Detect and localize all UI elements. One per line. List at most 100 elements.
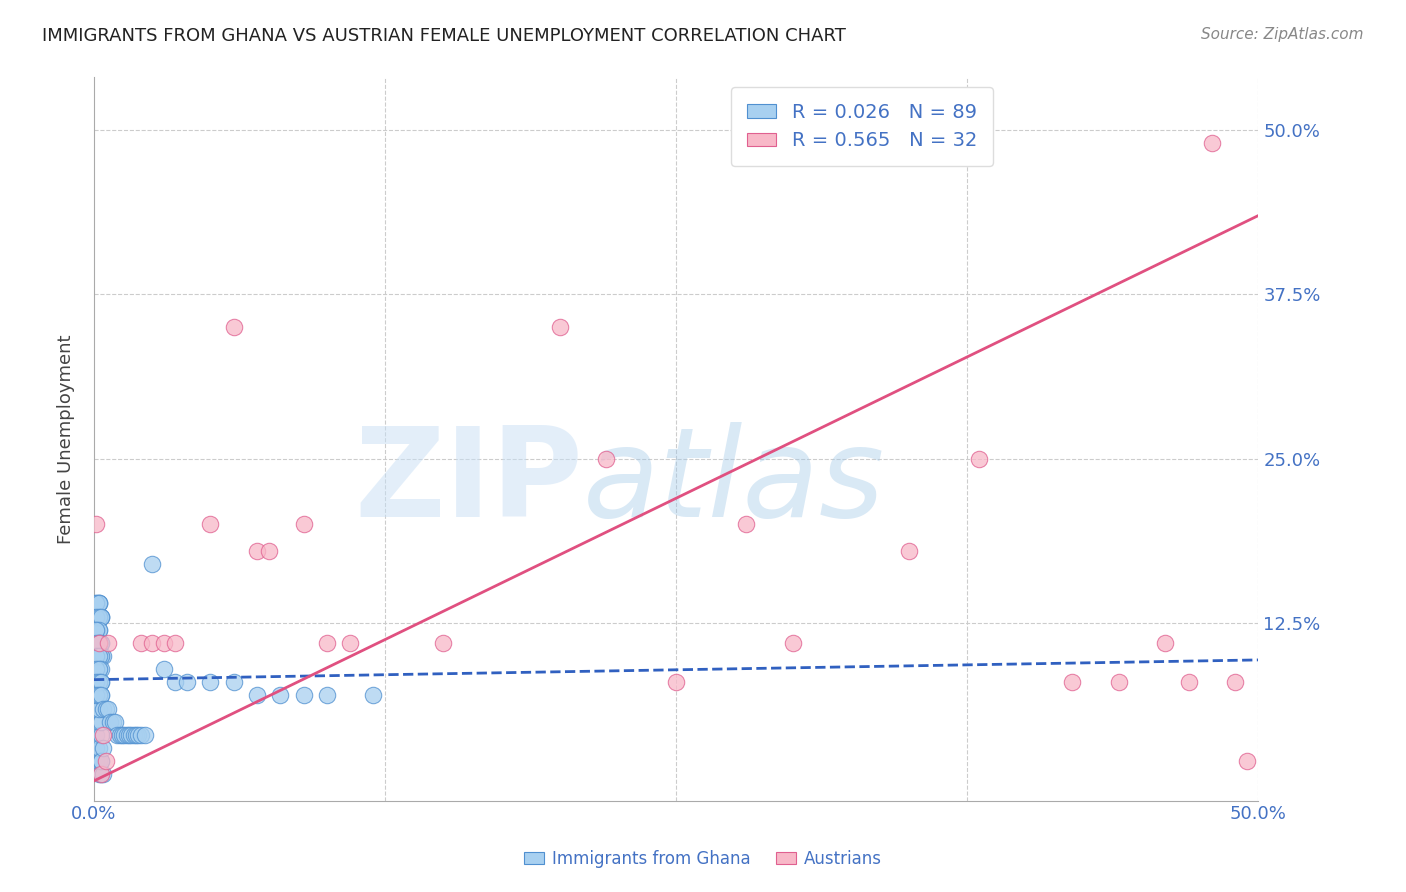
Point — [90, 648, 112, 663]
Point — [90, 648, 112, 663]
Point — [90, 609, 112, 624]
Point — [782, 636, 804, 650]
Point — [111, 728, 134, 742]
Text: IMMIGRANTS FROM GHANA VS AUSTRIAN FEMALE UNEMPLOYMENT CORRELATION CHART: IMMIGRANTS FROM GHANA VS AUSTRIAN FEMALE… — [42, 27, 846, 45]
Point — [967, 451, 990, 466]
Point — [84, 754, 107, 768]
Point — [84, 609, 107, 624]
Point — [87, 596, 110, 610]
Text: ZIP: ZIP — [354, 422, 583, 543]
Point — [87, 714, 110, 729]
Point — [84, 689, 107, 703]
Point — [105, 728, 128, 742]
Point — [91, 701, 114, 715]
Point — [90, 662, 112, 676]
Point — [87, 636, 110, 650]
Point — [97, 701, 120, 715]
Point — [91, 648, 114, 663]
Point — [90, 754, 112, 768]
Point — [1154, 636, 1177, 650]
Point — [87, 689, 110, 703]
Text: Source: ZipAtlas.com: Source: ZipAtlas.com — [1201, 27, 1364, 42]
Point — [87, 689, 110, 703]
Point — [87, 662, 110, 676]
Point — [1236, 754, 1258, 768]
Point — [87, 596, 110, 610]
Point — [87, 609, 110, 624]
Point — [176, 675, 198, 690]
Legend: Immigrants from Ghana, Austrians: Immigrants from Ghana, Austrians — [517, 844, 889, 875]
Point — [165, 636, 187, 650]
Point — [84, 648, 107, 663]
Point — [87, 636, 110, 650]
Point — [108, 728, 131, 742]
Point — [84, 609, 107, 624]
Point — [87, 623, 110, 637]
Point — [363, 689, 385, 703]
Point — [292, 689, 315, 703]
Point — [269, 689, 291, 703]
Point — [315, 636, 337, 650]
Point — [84, 741, 107, 756]
Point — [141, 557, 163, 571]
Point — [339, 636, 361, 650]
Point — [141, 636, 163, 650]
Point — [432, 636, 454, 650]
Point — [84, 675, 107, 690]
Point — [665, 675, 688, 690]
Point — [153, 636, 176, 650]
Point — [595, 451, 617, 466]
Point — [153, 662, 176, 676]
Point — [87, 741, 110, 756]
Point — [222, 675, 245, 690]
Point — [84, 517, 107, 532]
Point — [129, 636, 152, 650]
Point — [115, 728, 138, 742]
Point — [84, 609, 107, 624]
Point — [91, 728, 114, 742]
Point — [84, 623, 107, 637]
Point — [90, 767, 112, 781]
Point — [90, 714, 112, 729]
Point — [129, 728, 152, 742]
Point — [91, 741, 114, 756]
Point — [134, 728, 156, 742]
Point — [548, 320, 571, 334]
Point — [90, 754, 112, 768]
Point — [84, 623, 107, 637]
Point — [90, 636, 112, 650]
Point — [84, 623, 107, 637]
Text: atlas: atlas — [583, 422, 886, 543]
Point — [87, 596, 110, 610]
Point — [90, 728, 112, 742]
Point — [84, 728, 107, 742]
Point — [97, 636, 120, 650]
Point — [90, 675, 112, 690]
Point — [292, 517, 315, 532]
Point — [1201, 136, 1223, 151]
Y-axis label: Female Unemployment: Female Unemployment — [58, 334, 75, 544]
Point — [91, 767, 114, 781]
Point — [87, 636, 110, 650]
Point — [1225, 675, 1247, 690]
Point — [1062, 675, 1084, 690]
Point — [90, 636, 112, 650]
Point — [87, 623, 110, 637]
Point — [84, 636, 107, 650]
Point — [120, 728, 142, 742]
Point — [1108, 675, 1130, 690]
Point — [125, 728, 148, 742]
Point — [104, 714, 127, 729]
Point — [87, 662, 110, 676]
Point — [84, 675, 107, 690]
Point — [898, 543, 921, 558]
Point — [90, 689, 112, 703]
Point — [246, 689, 269, 703]
Point — [84, 596, 107, 610]
Point — [735, 517, 758, 532]
Point — [87, 701, 110, 715]
Point — [246, 543, 269, 558]
Point — [1177, 675, 1199, 690]
Legend: R = 0.026   N = 89, R = 0.565   N = 32: R = 0.026 N = 89, R = 0.565 N = 32 — [731, 87, 993, 166]
Point — [200, 517, 222, 532]
